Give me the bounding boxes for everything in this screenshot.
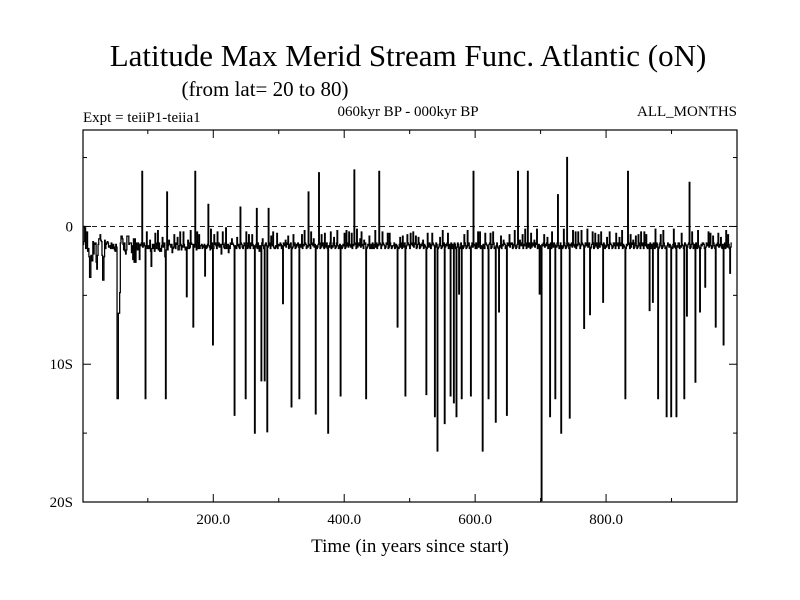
chart-title: Latitude Max Merid Stream Func. Atlantic… bbox=[110, 38, 707, 73]
x-tick-label: 200.0 bbox=[196, 512, 230, 528]
plot-area bbox=[83, 156, 737, 502]
y-axis: 0 10S 20S bbox=[50, 157, 737, 511]
experiment-label: Expt = teiiP1-teiia1 bbox=[83, 110, 201, 126]
plot-frame bbox=[82, 129, 738, 503]
y-tick-label: 20S bbox=[50, 495, 73, 511]
series-line bbox=[83, 156, 732, 502]
x-axis-label: Time (in years since start) bbox=[311, 536, 509, 557]
chart-subtitle: (from lat= 20 to 80) bbox=[182, 77, 349, 101]
x-tick-label: 400.0 bbox=[327, 512, 361, 528]
period-label: 060kyr BP - 000kyr BP bbox=[337, 104, 478, 120]
y-tick-label: 0 bbox=[66, 219, 74, 235]
x-axis: 200.0 400.0 600.0 800.0 bbox=[147, 130, 673, 528]
x-tick-label: 600.0 bbox=[458, 512, 492, 528]
x-tick-label: 800.0 bbox=[589, 512, 623, 528]
months-label: ALL_MONTHS bbox=[637, 104, 737, 120]
y-tick-label: 10S bbox=[50, 357, 73, 373]
